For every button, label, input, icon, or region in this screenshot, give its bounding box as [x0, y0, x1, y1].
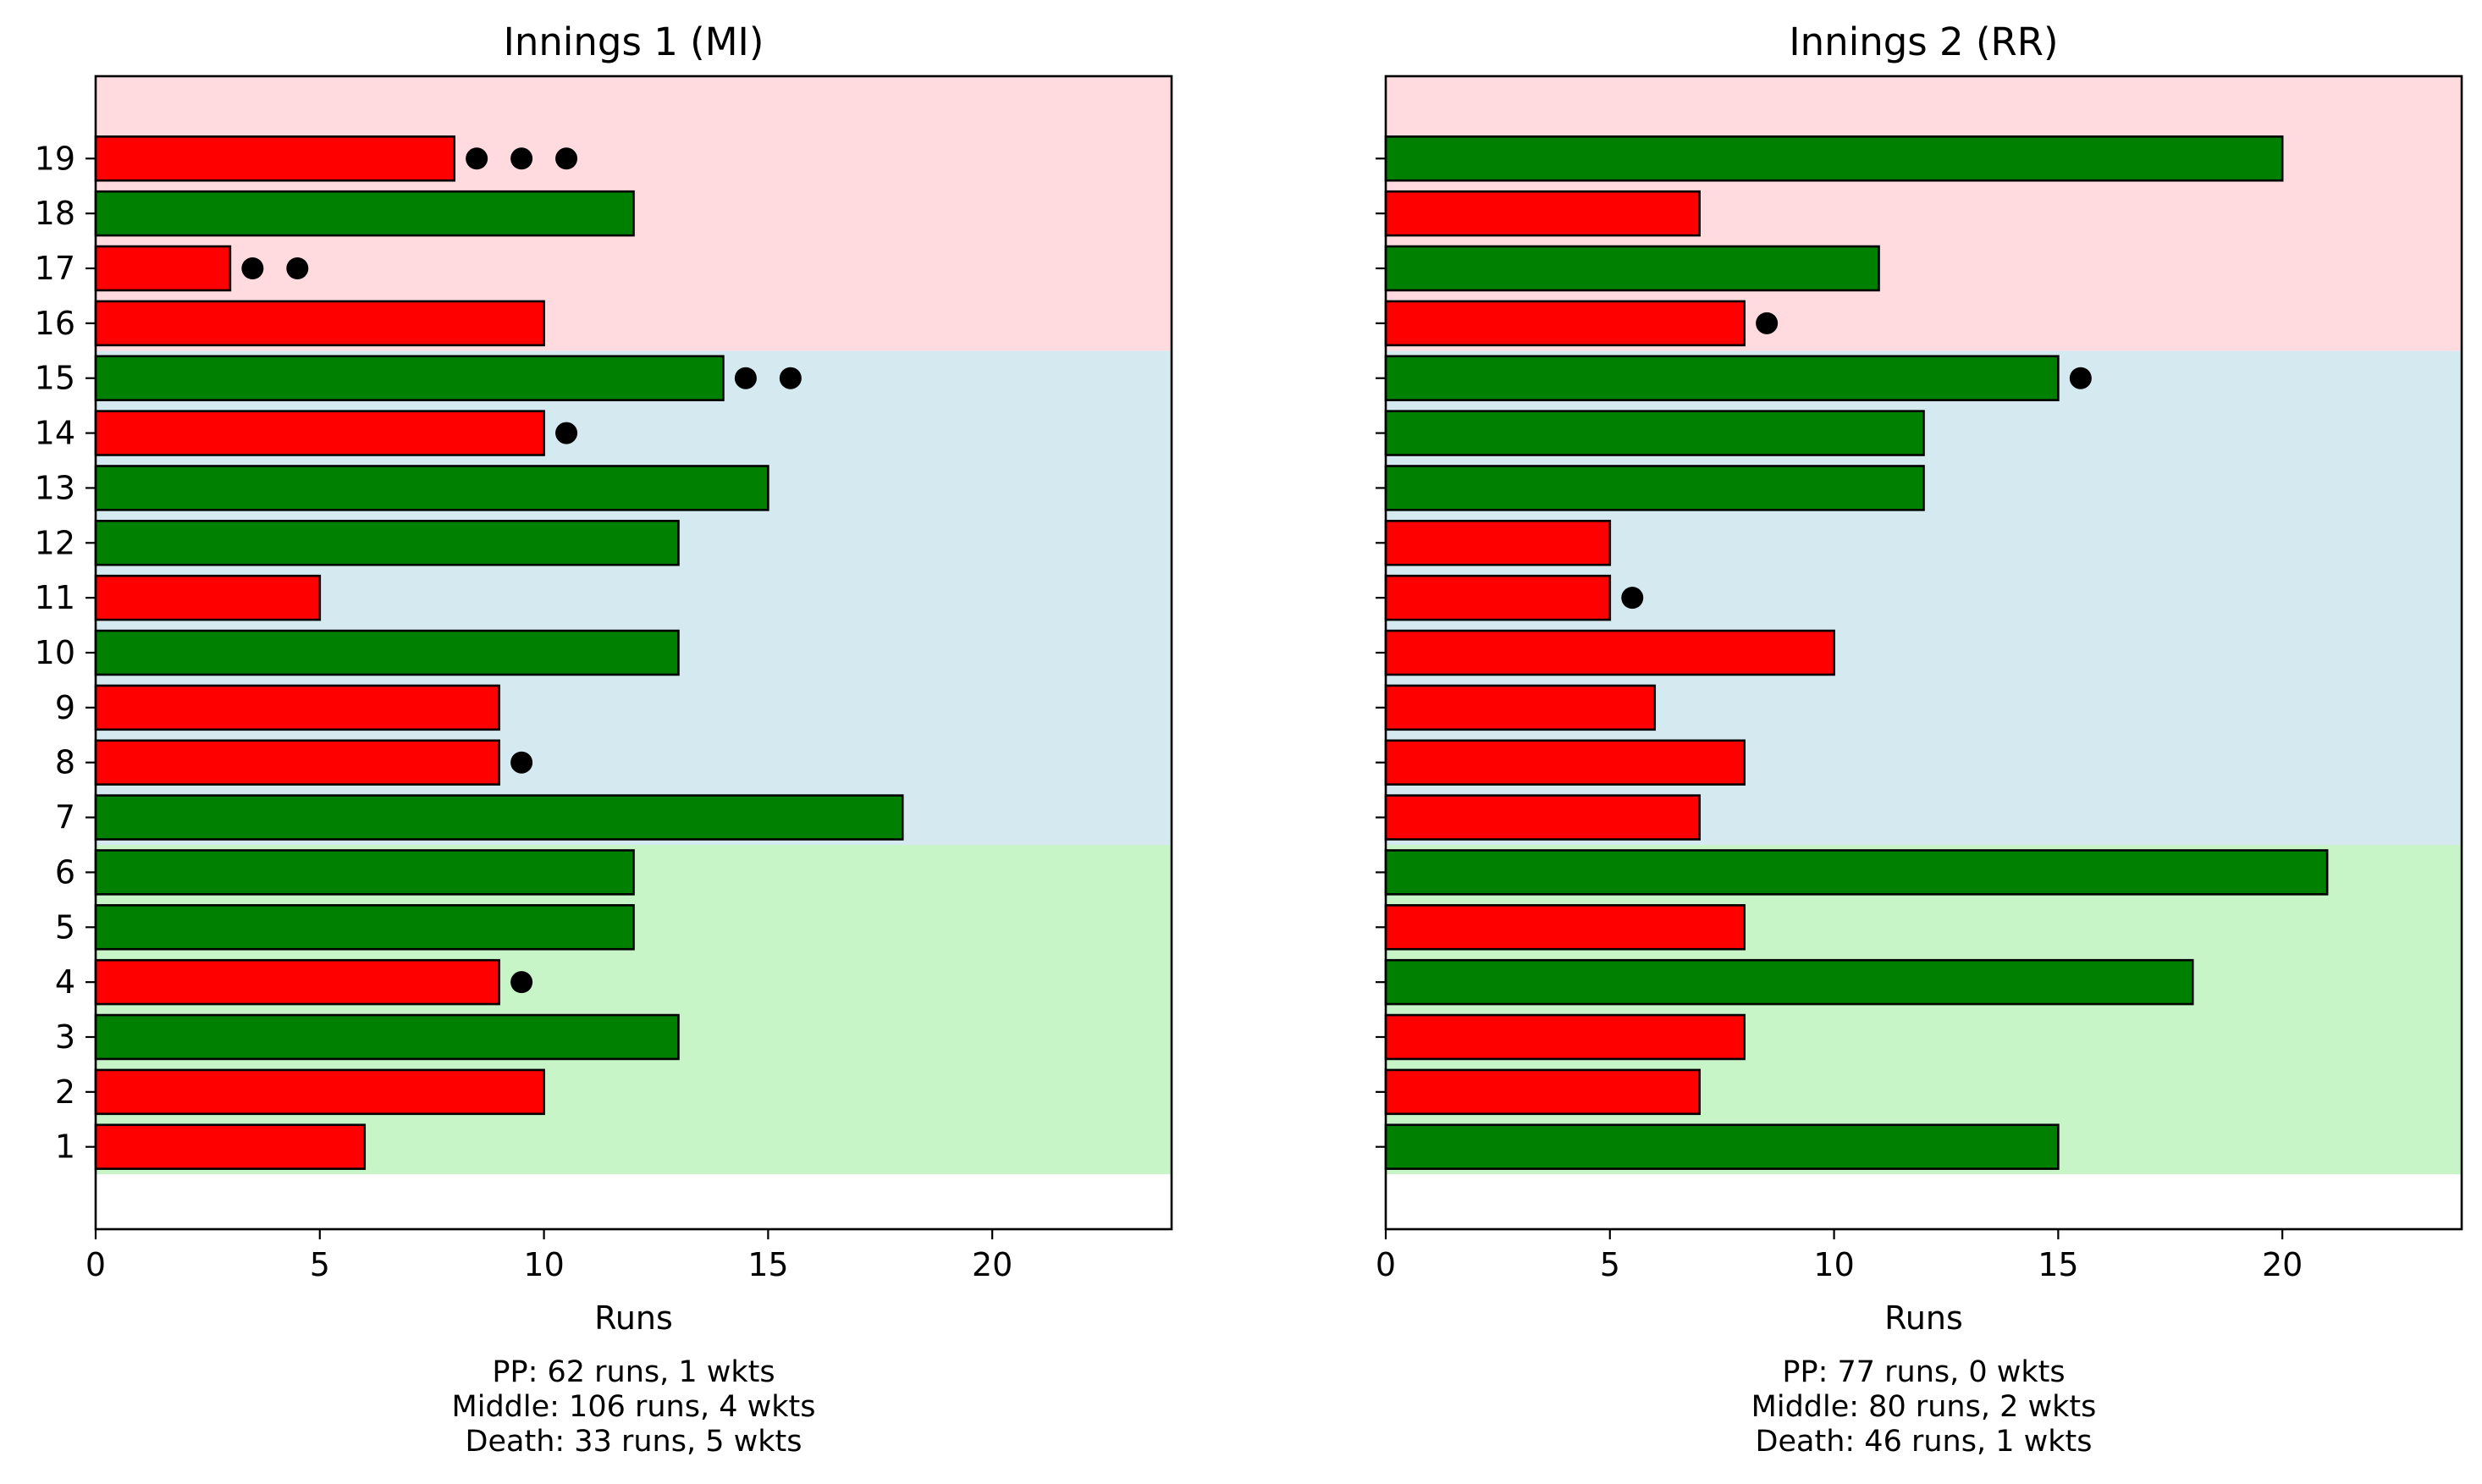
wicket-marker: [510, 147, 533, 170]
bar-over-11: [1384, 574, 1612, 621]
bar-over-14: [1384, 410, 1925, 456]
wicket-marker: [510, 971, 533, 994]
bar-over-19: [94, 135, 455, 182]
chart-title: Innings 2 (RR): [1789, 19, 2058, 64]
bar-over-7: [94, 794, 904, 841]
x-tick-label: 10: [1813, 1246, 1854, 1283]
y-tick-label: 7: [55, 799, 75, 836]
y-tick-label: 12: [35, 524, 75, 561]
bar-over-18: [1384, 190, 1702, 237]
bar-over-10: [1384, 629, 1835, 676]
phase-band-powerplay: [1386, 845, 2462, 1175]
phase-summary-line: Middle: 80 runs, 2 wkts: [1751, 1390, 2097, 1424]
x-tick-label: 15: [2038, 1246, 2078, 1283]
x-tick-label: 5: [1600, 1246, 1620, 1283]
bar-over-14: [94, 410, 545, 456]
y-tick-label: 8: [55, 744, 75, 781]
x-tick-label: 20: [2262, 1246, 2303, 1283]
bar-over-6: [1384, 849, 2329, 896]
bar-over-10: [94, 629, 680, 676]
bar-over-1: [1384, 1123, 2060, 1170]
wicket-marker: [2069, 367, 2092, 389]
phase-summary-line: PP: 77 runs, 0 wkts: [1782, 1355, 2065, 1389]
y-tick-label: 15: [35, 360, 75, 397]
bar-over-4: [94, 958, 500, 1006]
wicket-marker: [286, 257, 309, 279]
bar-over-8: [94, 739, 500, 786]
wicket-marker: [466, 147, 488, 170]
phase-summary-line: Death: 46 runs, 1 wkts: [1756, 1425, 2093, 1459]
bar-over-17: [1384, 245, 1880, 292]
y-tick-label: 11: [35, 579, 75, 616]
wicket-marker: [734, 367, 757, 389]
bar-over-19: [1384, 135, 2284, 182]
phase-summary-line: Middle: 106 runs, 4 wkts: [452, 1390, 816, 1424]
x-tick-label: 10: [523, 1246, 564, 1283]
bar-over-9: [94, 684, 500, 731]
y-tick-label: 16: [35, 305, 75, 342]
wicket-marker: [555, 147, 578, 170]
bar-over-15: [94, 355, 725, 401]
bar-over-11: [94, 574, 322, 621]
bar-over-16: [94, 300, 545, 347]
bar-over-13: [1384, 465, 1925, 511]
y-tick-label: 3: [55, 1018, 75, 1056]
bar-over-9: [1384, 684, 1657, 731]
phase-band-powerplay: [96, 845, 1172, 1175]
y-tick-label: 13: [35, 469, 75, 506]
bar-over-5: [1384, 904, 1746, 951]
bar-over-2: [94, 1068, 545, 1116]
y-tick-label: 10: [35, 634, 75, 671]
chart-title: Innings 1 (MI): [504, 19, 764, 64]
bar-over-12: [94, 520, 680, 566]
wicket-marker: [510, 751, 533, 774]
y-tick-label: 9: [55, 689, 75, 726]
bar-over-4: [1384, 958, 2194, 1006]
y-tick-label: 6: [55, 853, 75, 891]
bar-over-7: [1384, 794, 1702, 841]
bar-over-1: [94, 1123, 367, 1170]
y-tick-label: 18: [35, 195, 75, 232]
wicket-marker: [555, 422, 578, 444]
x-tick-label: 5: [310, 1246, 330, 1283]
wicket-marker: [241, 257, 264, 279]
x-tick-label: 0: [1376, 1246, 1396, 1283]
wicket-marker: [1621, 587, 1644, 610]
x-tick-label: 0: [85, 1246, 106, 1283]
bar-over-12: [1384, 520, 1612, 566]
bar-over-17: [94, 245, 232, 292]
innings-panel-1: 0 5 10 15 2012345678910111213141516171819Inn…: [35, 19, 1173, 1459]
y-tick-label: 1: [55, 1128, 75, 1166]
innings-panel-2: 0 5 10 15 20 Innings 2 (RR) Runs PP: 77 runs, 0…: [1376, 19, 2463, 1459]
wicket-marker: [779, 367, 802, 389]
y-tick-label: 19: [35, 140, 75, 177]
y-tick-label: 2: [55, 1073, 75, 1111]
bar-over-6: [94, 849, 635, 896]
y-tick-label: 14: [35, 415, 75, 452]
bar-over-15: [1384, 355, 2060, 401]
bar-over-2: [1384, 1068, 1702, 1116]
bar-over-8: [1384, 739, 1746, 786]
bar-over-3: [94, 1013, 680, 1061]
phase-summary-line: PP: 62 runs, 1 wkts: [492, 1355, 775, 1389]
x-tick-label: 20: [972, 1246, 1012, 1283]
x-axis-label: Runs: [594, 1299, 673, 1337]
y-tick-label: 5: [55, 908, 75, 946]
y-tick-label: 4: [55, 963, 75, 1001]
bar-over-16: [1384, 300, 1746, 347]
phase-summary-line: Death: 33 runs, 5 wkts: [466, 1425, 803, 1459]
x-axis-label: Runs: [1884, 1299, 1963, 1337]
bar-over-3: [1384, 1013, 1746, 1061]
bar-over-18: [94, 190, 635, 237]
wicket-marker: [1756, 312, 1779, 334]
y-tick-label: 17: [35, 250, 75, 287]
x-tick-label: 15: [747, 1246, 788, 1283]
bar-over-13: [94, 465, 769, 511]
bar-over-5: [94, 904, 635, 951]
